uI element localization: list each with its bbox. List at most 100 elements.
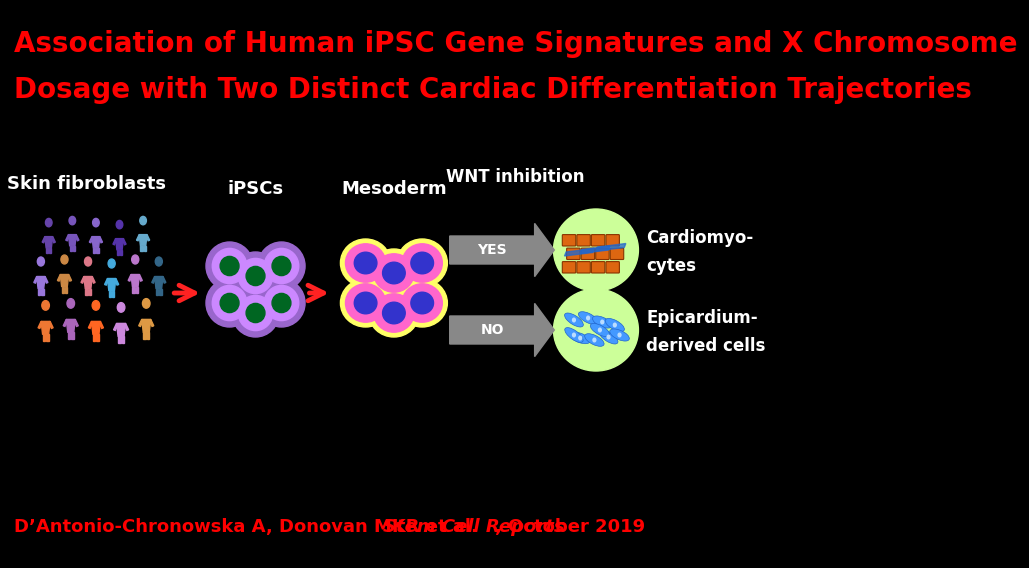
Circle shape xyxy=(155,257,163,266)
Text: cytes: cytes xyxy=(646,257,697,275)
Ellipse shape xyxy=(584,333,604,346)
Text: Dosage with Two Distinct Cardiac Differentiation Trajectories: Dosage with Two Distinct Cardiac Differe… xyxy=(14,76,972,104)
Circle shape xyxy=(142,299,150,308)
Polygon shape xyxy=(94,248,96,253)
Polygon shape xyxy=(116,323,126,336)
Polygon shape xyxy=(107,278,116,290)
FancyBboxPatch shape xyxy=(577,262,591,273)
Polygon shape xyxy=(41,289,43,294)
Polygon shape xyxy=(125,323,129,331)
Polygon shape xyxy=(99,321,104,328)
Circle shape xyxy=(45,219,52,227)
Circle shape xyxy=(93,219,99,227)
Polygon shape xyxy=(73,246,75,252)
Polygon shape xyxy=(142,319,151,332)
Ellipse shape xyxy=(411,292,433,314)
Polygon shape xyxy=(68,235,76,246)
Polygon shape xyxy=(85,289,87,294)
Text: Cardiomyo-: Cardiomyo- xyxy=(646,229,753,247)
FancyBboxPatch shape xyxy=(577,235,591,246)
Polygon shape xyxy=(122,239,127,245)
Ellipse shape xyxy=(383,302,405,324)
Ellipse shape xyxy=(346,284,386,322)
Ellipse shape xyxy=(272,294,291,312)
Polygon shape xyxy=(91,277,95,283)
Polygon shape xyxy=(143,332,146,339)
Polygon shape xyxy=(90,237,94,243)
Polygon shape xyxy=(143,246,146,252)
Ellipse shape xyxy=(346,244,386,282)
Ellipse shape xyxy=(220,294,239,312)
Ellipse shape xyxy=(368,249,419,297)
Ellipse shape xyxy=(605,319,625,332)
Ellipse shape xyxy=(570,332,591,344)
Polygon shape xyxy=(88,321,93,328)
Text: Association of Human iPSC Gene Signatures and X Chromosome: Association of Human iPSC Gene Signature… xyxy=(14,30,1018,58)
Circle shape xyxy=(587,316,590,320)
Polygon shape xyxy=(137,235,140,241)
Ellipse shape xyxy=(246,266,264,286)
Polygon shape xyxy=(113,323,118,331)
Polygon shape xyxy=(75,235,79,241)
Polygon shape xyxy=(596,244,626,251)
Ellipse shape xyxy=(341,239,391,287)
Ellipse shape xyxy=(220,256,239,275)
Circle shape xyxy=(618,333,620,337)
Ellipse shape xyxy=(239,258,273,294)
Polygon shape xyxy=(131,274,140,286)
Polygon shape xyxy=(92,237,100,248)
Ellipse shape xyxy=(565,313,583,327)
Ellipse shape xyxy=(578,312,598,324)
Polygon shape xyxy=(118,336,120,343)
Ellipse shape xyxy=(368,289,419,337)
Ellipse shape xyxy=(591,323,609,337)
Polygon shape xyxy=(149,319,153,327)
FancyBboxPatch shape xyxy=(567,248,580,260)
Polygon shape xyxy=(83,277,93,289)
Polygon shape xyxy=(38,321,42,328)
Ellipse shape xyxy=(411,252,433,274)
Polygon shape xyxy=(113,239,117,245)
Polygon shape xyxy=(114,278,118,285)
Polygon shape xyxy=(37,277,45,289)
Polygon shape xyxy=(65,286,67,293)
Circle shape xyxy=(572,333,575,337)
Ellipse shape xyxy=(354,252,377,274)
Polygon shape xyxy=(61,274,69,286)
Circle shape xyxy=(607,335,610,339)
Polygon shape xyxy=(121,336,125,343)
Polygon shape xyxy=(156,289,158,294)
Polygon shape xyxy=(162,277,166,283)
Polygon shape xyxy=(62,286,64,293)
Text: D’Antonio-Chronowska A, Donovan MKR et al.: D’Antonio-Chronowska A, Donovan MKR et a… xyxy=(14,518,485,536)
Polygon shape xyxy=(97,334,99,341)
Polygon shape xyxy=(105,278,109,285)
Polygon shape xyxy=(99,237,103,243)
FancyBboxPatch shape xyxy=(562,235,576,246)
Text: derived cells: derived cells xyxy=(646,337,766,355)
Ellipse shape xyxy=(264,248,298,283)
Circle shape xyxy=(108,259,115,268)
Polygon shape xyxy=(138,274,142,281)
Ellipse shape xyxy=(232,289,279,337)
Polygon shape xyxy=(129,274,133,281)
FancyBboxPatch shape xyxy=(610,248,624,260)
Polygon shape xyxy=(49,248,51,253)
Circle shape xyxy=(140,216,146,225)
Ellipse shape xyxy=(402,244,442,282)
Polygon shape xyxy=(115,239,123,250)
Text: Mesoderm: Mesoderm xyxy=(341,180,447,198)
Ellipse shape xyxy=(374,294,414,332)
FancyBboxPatch shape xyxy=(562,262,576,273)
Text: , October 2019: , October 2019 xyxy=(495,518,645,536)
Polygon shape xyxy=(147,332,149,339)
Circle shape xyxy=(93,300,100,310)
Polygon shape xyxy=(81,277,85,283)
Text: YES: YES xyxy=(477,243,507,257)
Ellipse shape xyxy=(272,256,291,275)
Polygon shape xyxy=(46,248,48,253)
FancyArrow shape xyxy=(450,223,555,277)
Ellipse shape xyxy=(383,262,405,284)
FancyBboxPatch shape xyxy=(592,235,605,246)
Text: Epicardium-: Epicardium- xyxy=(646,309,758,327)
